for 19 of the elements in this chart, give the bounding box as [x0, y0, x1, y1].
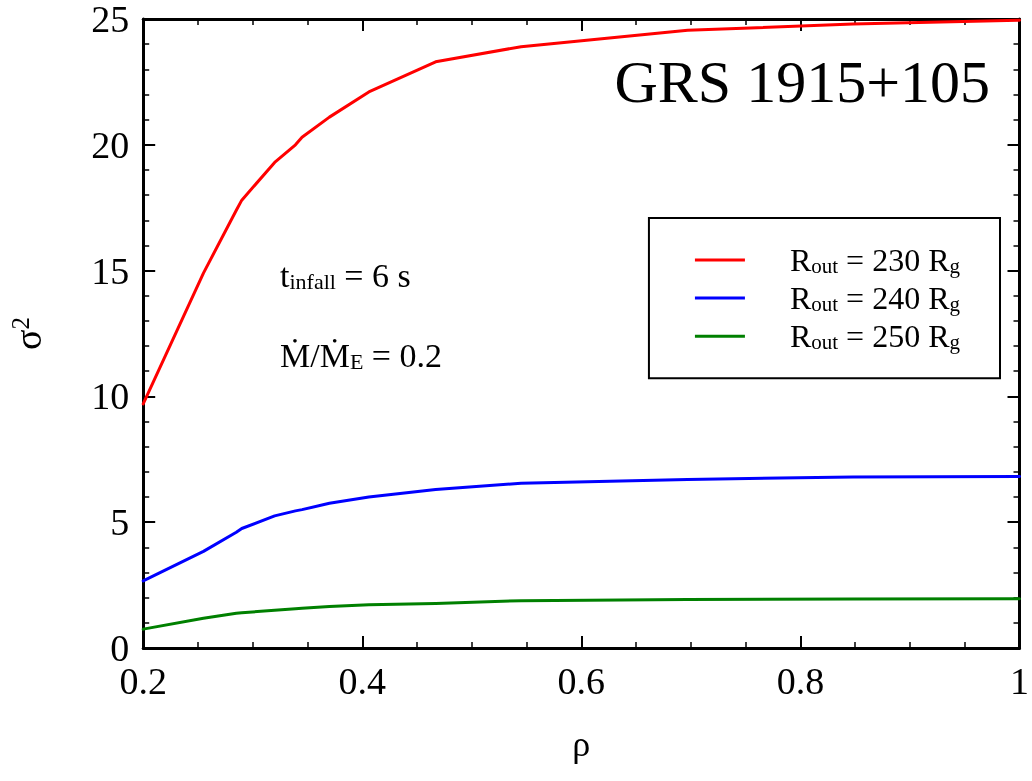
- x-tick-label: 0.6: [557, 660, 606, 702]
- legend-label: Rout = 240 Rg: [789, 280, 961, 317]
- y-tick-label: 20: [91, 123, 130, 166]
- x-tick-label: 0.4: [338, 660, 387, 702]
- legend-label: Rout = 250 Rg: [789, 318, 961, 355]
- y-tick-label: 15: [91, 249, 130, 292]
- line-series: [141, 474, 1021, 583]
- text: GRS 1915+105: [614, 49, 991, 115]
- y-tick-label: 25: [91, 0, 130, 40]
- line-series: [141, 597, 1021, 631]
- annotation: tinfall = 6 s: [280, 256, 411, 294]
- x-tick-label: 0.8: [776, 660, 825, 702]
- x-tick-label: 1: [1010, 660, 1029, 702]
- y-tick-label: 5: [110, 501, 130, 544]
- legend-label: Rout = 230 Rg: [789, 242, 961, 278]
- annotation: Ṁ/ṀE = 0.2: [280, 336, 443, 374]
- y-tick-label: 10: [91, 375, 130, 418]
- x-axis-title: ρ: [572, 724, 591, 764]
- y-axis-title: σ2: [7, 317, 50, 350]
